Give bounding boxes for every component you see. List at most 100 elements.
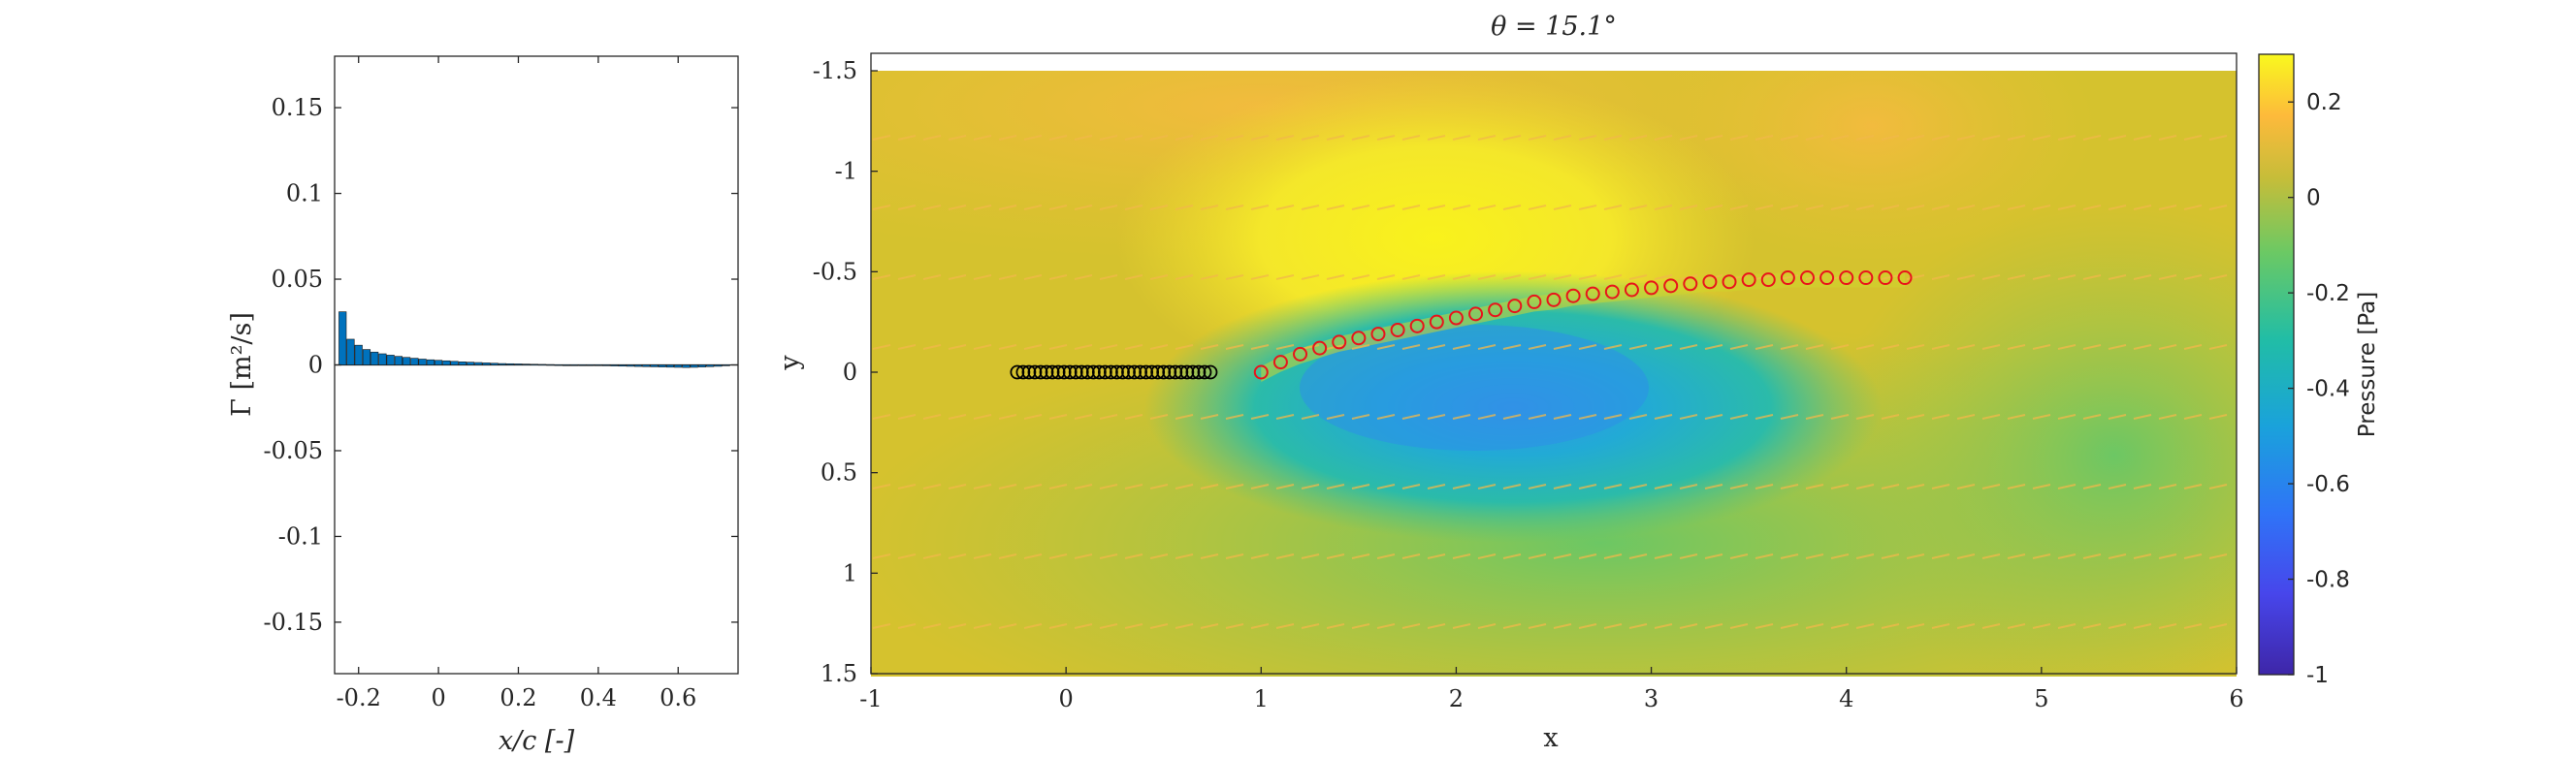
- circulation-bar: [386, 355, 395, 365]
- velocity-vector: [973, 135, 992, 141]
- velocity-vector: [1226, 694, 1243, 698]
- velocity-vector: [1477, 135, 1497, 141]
- velocity-vector: [1830, 484, 1850, 489]
- circulation-bar: [522, 363, 531, 365]
- velocity-vector: [1931, 135, 1950, 141]
- left-y-tick-label: 0.05: [272, 266, 323, 293]
- velocity-vector: [1704, 135, 1723, 141]
- velocity-vector: [1175, 135, 1194, 141]
- velocity-vector: [1680, 66, 1697, 70]
- contour-x-tick-label: 6: [2229, 685, 2243, 712]
- velocity-vector: [1452, 135, 1471, 141]
- velocity-vector: [1755, 553, 1774, 559]
- velocity-vector: [1477, 344, 1497, 350]
- velocity-vector: [1074, 135, 1093, 141]
- velocity-vector: [1099, 414, 1118, 420]
- left-y-axis-label: Γ [m²/s]: [227, 312, 257, 417]
- velocity-vector: [1275, 414, 1295, 420]
- velocity-vector: [1250, 553, 1270, 559]
- velocity-vector: [872, 205, 891, 210]
- velocity-vector: [1427, 135, 1446, 141]
- velocity-vector: [1124, 344, 1143, 350]
- velocity-vector: [1553, 274, 1572, 280]
- velocity-vector: [1074, 484, 1093, 489]
- wake-vortex-marker: [1702, 274, 1718, 290]
- velocity-vector: [1654, 623, 1673, 629]
- velocity-vector: [2007, 553, 2026, 559]
- body-panel-marker: [1121, 364, 1136, 380]
- body-panel-marker: [1021, 364, 1037, 380]
- circulation-bar: [346, 338, 355, 365]
- velocity-vector: [1401, 205, 1421, 210]
- velocity-vector: [1351, 135, 1370, 141]
- velocity-vector: [1401, 135, 1421, 141]
- velocity-vector: [1906, 414, 1925, 420]
- velocity-vector: [973, 274, 992, 280]
- velocity-vector: [1931, 553, 1950, 559]
- velocity-vector: [1200, 344, 1219, 350]
- velocity-vector: [1679, 135, 1698, 141]
- velocity-vector: [1477, 205, 1497, 210]
- velocity-vector: [1932, 694, 1949, 698]
- wake-shear-layer: [1261, 271, 1906, 382]
- wake-vortex-marker: [1604, 284, 1620, 300]
- body-panel-marker: [1115, 364, 1130, 380]
- velocity-vector: [948, 623, 967, 629]
- velocity-vector: [2184, 66, 2202, 70]
- velocity-vector: [1529, 694, 1546, 698]
- velocity-vector: [2134, 694, 2151, 698]
- velocity-vector: [1124, 135, 1143, 141]
- velocity-vector: [1125, 694, 1143, 698]
- body-panel-marker: [1144, 364, 1160, 380]
- body-panel-marker: [1062, 364, 1078, 380]
- velocity-vector: [2208, 623, 2228, 629]
- velocity-vector: [973, 623, 992, 629]
- velocity-vector: [1578, 344, 1597, 350]
- velocity-vector: [1048, 484, 1068, 489]
- circulation-bar: [362, 349, 371, 365]
- circulation-bar: [538, 363, 547, 366]
- wake-vortex-marker: [1409, 318, 1425, 333]
- wake-vortex-marker: [1683, 276, 1698, 292]
- velocity-vector: [1149, 553, 1169, 559]
- velocity-vector: [2032, 344, 2051, 350]
- velocity-vector: [1302, 694, 1319, 698]
- circulation-bar: [665, 364, 675, 368]
- velocity-vector: [1075, 694, 1092, 698]
- velocity-vector: [1502, 135, 1522, 141]
- velocity-vector: [2008, 694, 2025, 698]
- velocity-vector: [1553, 344, 1572, 350]
- velocity-vector: [1805, 205, 1824, 210]
- circulation-bar: [458, 362, 467, 365]
- velocity-vector: [898, 66, 916, 70]
- low-pressure-core: [1300, 325, 1649, 451]
- velocity-vector: [1956, 414, 1976, 420]
- body-panel-marker: [1104, 364, 1118, 380]
- left-y-tick-label: -0.1: [278, 522, 323, 550]
- velocity-vector: [1048, 274, 1068, 280]
- velocity-vector: [1175, 694, 1193, 698]
- velocity-vector: [2108, 623, 2127, 629]
- velocity-vector: [1931, 344, 1950, 350]
- velocity-vector: [1629, 66, 1647, 70]
- velocity-vector: [1149, 344, 1169, 350]
- velocity-vector: [1981, 623, 2001, 629]
- velocity-vector: [1301, 623, 1320, 629]
- circulation-bar: [426, 359, 435, 365]
- colorbar-tick-label: -0.2: [2306, 281, 2350, 306]
- velocity-vector: [1855, 344, 1875, 350]
- velocity-vector: [998, 484, 1017, 489]
- circulation-bar: [498, 363, 507, 365]
- velocity-vector: [1376, 623, 1396, 629]
- wake-vortex-marker: [1272, 355, 1288, 370]
- velocity-vector: [998, 274, 1017, 280]
- wake-vortex-marker: [1722, 274, 1737, 290]
- wake-vortex-marker: [1312, 340, 1328, 356]
- wake-vortex-marker: [1760, 272, 1776, 288]
- velocity-vector: [1175, 414, 1194, 420]
- wake-vortex-marker: [1858, 270, 1874, 286]
- velocity-vector: [1578, 205, 1597, 210]
- velocity-vector: [1805, 414, 1824, 420]
- velocity-vector: [1023, 623, 1043, 629]
- wake-vortex-marker: [1839, 270, 1854, 286]
